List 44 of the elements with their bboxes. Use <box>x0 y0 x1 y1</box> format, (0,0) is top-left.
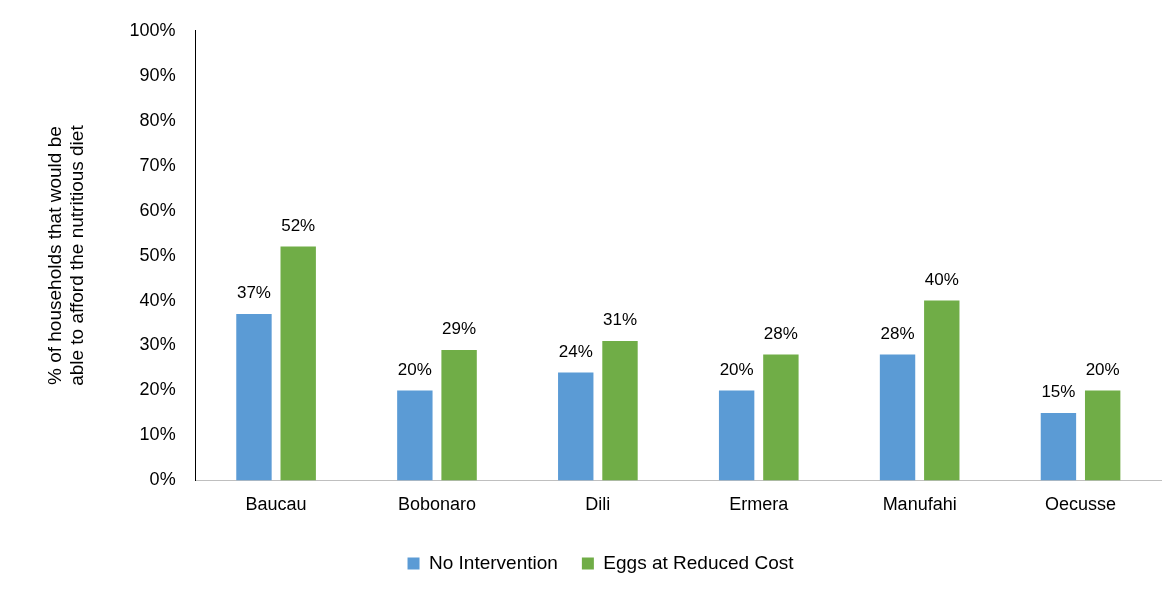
legend-label: Eggs at Reduced Cost <box>603 551 795 573</box>
y-tick-label: 100% <box>129 19 176 40</box>
bar <box>1040 412 1077 481</box>
y-axis-title: % of households that would be able to afford the nutritious diet <box>43 124 88 386</box>
bar <box>441 350 477 481</box>
bar <box>718 390 755 481</box>
data-label: 31% <box>602 310 638 330</box>
x-tick-label: Oecusse <box>1045 494 1117 515</box>
data-label: 52% <box>281 215 316 235</box>
y-tick-label: 20% <box>139 379 176 400</box>
y-tick-label: 40% <box>139 289 176 310</box>
y-tick-label: 10% <box>139 424 176 445</box>
y-tick-label: 60% <box>139 199 176 220</box>
bar <box>1084 390 1121 481</box>
y-tick-label: 0% <box>149 469 176 490</box>
data-label: 24% <box>558 341 593 361</box>
data-label: 20% <box>397 359 432 379</box>
data-label: 40% <box>924 269 959 289</box>
x-tick-label: Baucau <box>245 494 307 515</box>
data-label: 20% <box>719 359 754 379</box>
bar <box>924 300 960 481</box>
x-tick-label: Bobonaro <box>397 494 477 515</box>
data-label: 28% <box>880 323 915 343</box>
data-label: 20% <box>1085 359 1120 379</box>
data-label: 28% <box>763 323 798 343</box>
legend-label: No Intervention <box>429 551 558 573</box>
y-tick-label: 70% <box>139 154 176 175</box>
bar <box>879 354 916 481</box>
bar <box>397 390 433 481</box>
bar <box>602 341 638 481</box>
data-label: 29% <box>442 319 477 339</box>
y-tick-label: 30% <box>139 334 176 355</box>
y-tick-label: 80% <box>139 109 176 130</box>
x-tick-label: Dili <box>585 494 611 515</box>
bar <box>280 246 316 481</box>
data-label: 15% <box>1041 382 1076 402</box>
bar <box>763 354 799 481</box>
bar <box>558 372 594 481</box>
y-tick-label: 50% <box>139 244 176 265</box>
bar <box>236 314 272 481</box>
data-label: 37% <box>236 283 271 303</box>
y-tick-label: 90% <box>139 64 176 85</box>
x-tick-label: Manufahi <box>882 494 957 515</box>
x-tick-label: Ermera <box>729 494 790 515</box>
